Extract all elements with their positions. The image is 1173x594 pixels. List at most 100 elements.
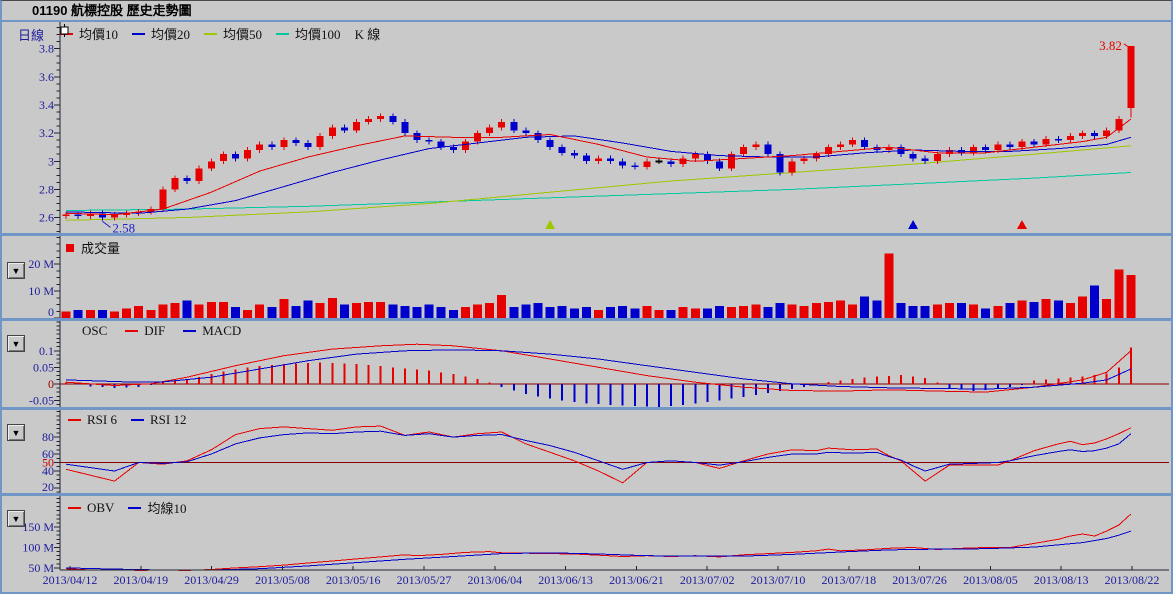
y-axis-label: 0.05 (33, 360, 54, 374)
obv-legend: OBV 均線10 (68, 498, 186, 517)
volume-panel: 20 M 10 M 0 ▼ 成交量 (2, 236, 1171, 321)
candles (62, 45, 1135, 221)
period-label: 日線 (18, 28, 45, 43)
y-axis: 0.1 0.05 0 -0.05 (29, 321, 61, 407)
volume-legend: 成交量 (66, 238, 120, 257)
x-axis-date-label: 2013/04/29 (184, 573, 239, 587)
obv-ma10-line (66, 530, 1132, 571)
collapse-rsi-panel-button[interactable]: ▼ (7, 424, 25, 441)
legend-item-obv: OBV (68, 500, 114, 516)
y-axis-label: 20 M (28, 257, 54, 271)
signal-marker (908, 220, 919, 229)
legend-item-rsi6: RSI 6 (68, 412, 117, 428)
obv-panel: 150 M 100 M 50 M 2013/04/12 2013/04/19 2013/0… (2, 496, 1171, 592)
x-axis-date-label: 2013/07/10 (751, 573, 806, 587)
candlestick-icon (60, 24, 69, 37)
y-axis: 3.8 3.6 3.4 3.2 3 2.8 2.6 (39, 22, 61, 233)
x-axis: 2013/04/12 2013/04/19 2013/04/29 2013/05/08… (43, 566, 1160, 587)
y-axis-label: 40 (42, 464, 54, 478)
y-axis-label: 150 M (22, 520, 54, 534)
y-axis-label: 50 M (28, 561, 54, 575)
y-axis-label: 100 M (22, 541, 54, 555)
legend-item-macd: MACD (183, 323, 241, 339)
x-axis-date-label: 2013/06/21 (609, 573, 664, 587)
y-axis-label: 20 (42, 480, 54, 493)
y-axis-label: 50 (42, 456, 54, 470)
y-axis-label: 3 (48, 154, 54, 168)
y-axis-label: 80 (42, 430, 54, 444)
price-panel: 3.8 3.6 3.4 3.2 3 2.8 2.6 3.82 2.58 日線 均價10 均價20… (2, 22, 1171, 236)
rsi-legend: RSI 6 RSI 12 (68, 412, 186, 428)
legend-item-ma20: 均價20 (132, 24, 190, 43)
y-axis-label: 0 (48, 377, 54, 391)
signal-marker (545, 220, 556, 229)
high-annotation: 3.82 (1099, 38, 1122, 53)
y-axis-label: 3.6 (39, 70, 54, 84)
y-axis-label: 3.8 (39, 42, 54, 56)
y-axis-label: 2.8 (39, 182, 54, 196)
y-axis-label: 3.4 (39, 98, 54, 112)
y-axis-label: 3.2 (39, 126, 54, 140)
legend-item-dif: DIF (125, 323, 165, 339)
ma10-line (66, 118, 1132, 216)
x-axis-date-label: 2013/05/27 (397, 573, 452, 587)
obv-ma10-line-swatch (128, 506, 142, 509)
price-legend: 均價10 均價20 均價50 均價100 K 線 (60, 24, 380, 43)
x-axis-date-label: 2013/06/13 (538, 573, 593, 587)
dif-line-swatch (125, 330, 139, 332)
legend-item-rsi12: RSI 12 (130, 412, 186, 428)
dif-line (66, 343, 1132, 393)
volume-bars: 20 M 10 M 0 (28, 236, 1136, 318)
y-axis-label: 60 (42, 447, 54, 461)
macd-line-swatch (183, 330, 197, 332)
title-bar: 01190 航標控股 歷史走勢圖 (2, 1, 1171, 22)
x-axis-date-label: 2013/04/12 (43, 573, 98, 587)
collapse-volume-panel-button[interactable]: ▼ (7, 262, 25, 279)
price-chart[interactable]: 3.8 3.6 3.4 3.2 3 2.8 2.6 3.82 2.58 (2, 22, 1171, 233)
x-axis-date-label: 2013/08/05 (963, 573, 1018, 587)
legend-item-osc: OSC (82, 323, 108, 338)
rsi6-line (65, 425, 1132, 484)
legend-item-ma50: 均價50 (204, 24, 262, 43)
legend-item-ma100: 均價100 (276, 24, 341, 43)
x-axis-date-label: 2013/07/02 (680, 573, 735, 587)
ma100-line (66, 172, 1131, 211)
volume-chart[interactable]: 20 M 10 M 0 (2, 236, 1171, 318)
macd-line (66, 349, 1132, 390)
x-axis-date-label: 2013/08/13 (1034, 573, 1089, 587)
y-axis-label: -0.05 (29, 393, 54, 407)
x-axis-date-label: 2013/04/19 (113, 573, 168, 587)
x-axis-date-label: 2013/06/04 (467, 573, 522, 587)
y-axis: 150 M 100 M 50 M (22, 496, 61, 575)
macd-panel: 0.1 0.05 0 -0.05 ▼ OSC DIF MACD (2, 321, 1171, 410)
x-axis-date-label: 2013/07/26 (892, 573, 947, 587)
x-axis-date-label: 2013/08/22 (1105, 573, 1160, 587)
ma50-line (66, 145, 1131, 221)
obv-line-swatch (68, 506, 81, 509)
collapse-obv-panel-button[interactable]: ▼ (7, 510, 25, 527)
ma100-line-swatch (276, 32, 290, 35)
y-axis: 20 M 10 M 0 (28, 236, 61, 318)
y-axis-label: 0.1 (39, 344, 54, 358)
y-axis-label: 0 (48, 305, 54, 318)
legend-item-kline: K 線 (60, 24, 380, 43)
ma50-line-swatch (204, 32, 218, 35)
volume-bar-swatch (66, 243, 74, 252)
x-axis-date-label: 2013/07/18 (821, 573, 876, 587)
y-axis-label: 2.6 (39, 211, 54, 225)
y-axis-label: 10 M (28, 284, 54, 298)
collapse-macd-panel-button[interactable]: ▼ (7, 335, 25, 352)
ma20-line (66, 135, 1132, 214)
rsi12-line-swatch (130, 419, 144, 421)
macd-chart[interactable]: 0.1 0.05 0 -0.05 (2, 321, 1171, 407)
ma20-line-swatch (132, 32, 146, 35)
legend-item-volume: 成交量 (66, 238, 120, 257)
window-title: 01190 航標控股 歷史走勢圖 (32, 3, 192, 18)
x-axis-date-label: 2013/05/16 (326, 573, 381, 587)
x-axis-date-label: 2013/05/08 (255, 573, 310, 587)
rsi12-line (66, 430, 1132, 472)
